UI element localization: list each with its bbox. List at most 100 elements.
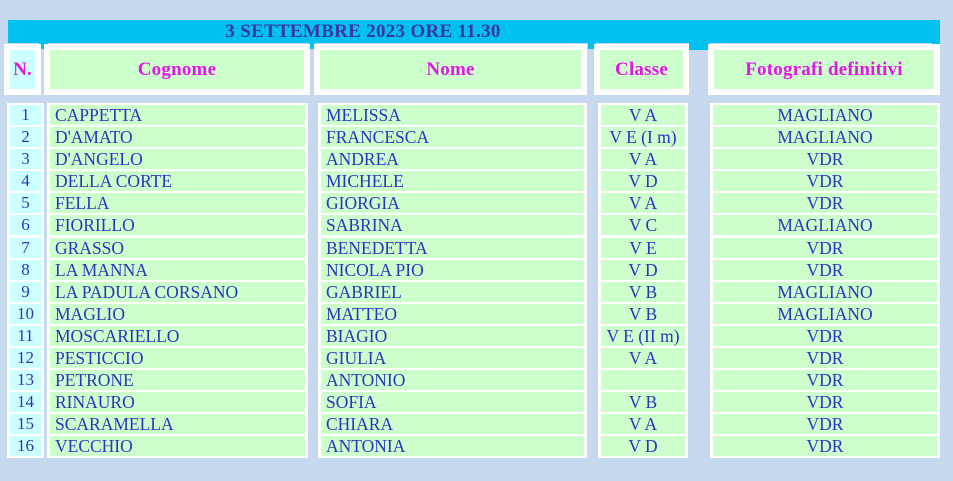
cell-cognome: PETRONE [50, 370, 305, 391]
cell-nome: GIULIA [321, 348, 584, 369]
cell-fotografi: VDR [713, 325, 937, 346]
cell-n: 1 [10, 105, 41, 125]
cell-nome: CHIARA [321, 414, 584, 435]
cell-fotografi: VDR [713, 348, 937, 369]
banner-notch [39, 43, 48, 49]
cell-fotografi: VDR [713, 259, 937, 280]
cell-fotografi: MAGLIANO [713, 281, 937, 302]
cell-classe: V A [601, 149, 685, 170]
cell-fotografi: VDR [713, 149, 937, 170]
cell-nome: ANTONIO [321, 370, 584, 391]
cell-nome: FRANCESCA [321, 127, 584, 148]
header-box-fotografi: Fotografi definitivi [708, 44, 940, 95]
cell-n: 11 [10, 325, 41, 346]
column-n: 1 2 3 4 5 6 7 8 9 10 11 12 13 14 15 16 [7, 103, 44, 459]
cell-cognome: VECCHIO [50, 436, 305, 457]
cell-classe [601, 370, 685, 391]
cell-cognome: MOSCARIELLO [50, 325, 305, 346]
cell-n: 4 [10, 171, 41, 192]
cell-cognome: SCARAMELLA [50, 414, 305, 435]
column-header-fotografi: Fotografi definitivi [714, 50, 934, 89]
cell-cognome: DELLA CORTE [50, 171, 305, 192]
header-box-cognome: Cognome [44, 44, 310, 95]
cell-cognome: GRASSO [50, 237, 305, 258]
cell-nome: MATTEO [321, 303, 584, 324]
cell-fotografi: MAGLIANO [713, 105, 937, 125]
cell-nome: GABRIEL [321, 281, 584, 302]
cell-n: 8 [10, 259, 41, 280]
header-box-classe: Classe [594, 44, 689, 95]
column-header-nome: Nome [320, 50, 581, 89]
column-classe: V A V E (I m) V A V D V A V C V E V D V … [598, 103, 688, 459]
cell-classe: V B [601, 281, 685, 302]
header-box-n: N. [4, 44, 41, 95]
cell-n: 3 [10, 149, 41, 170]
cell-nome: NICOLA PIO [321, 259, 584, 280]
cell-classe: V D [601, 171, 685, 192]
cell-n: 9 [10, 281, 41, 302]
column-header-cognome: Cognome [50, 50, 304, 89]
cell-n: 6 [10, 215, 41, 236]
cell-n: 16 [10, 436, 41, 457]
cell-fotografi: VDR [713, 237, 937, 258]
cell-nome: MICHELE [321, 171, 584, 192]
cell-classe: V D [601, 259, 685, 280]
cell-fotografi: VDR [713, 171, 937, 192]
cell-classe: V A [601, 414, 685, 435]
cell-classe: V E (I m) [601, 127, 685, 148]
cell-n: 15 [10, 414, 41, 435]
cell-fotografi: VDR [713, 392, 937, 413]
cell-cognome: D'ANGELO [50, 149, 305, 170]
cell-cognome: D'AMATO [50, 127, 305, 148]
cell-nome: BIAGIO [321, 325, 584, 346]
cell-fotografi: VDR [713, 370, 937, 391]
column-cognome: CAPPETTA D'AMATO D'ANGELO DELLA CORTE FE… [47, 103, 308, 459]
header-box-nome: Nome [314, 44, 587, 95]
cell-fotografi: VDR [713, 436, 937, 457]
cell-cognome: CAPPETTA [50, 105, 305, 125]
cell-classe: V E (II m) [601, 325, 685, 346]
banner-notch [588, 43, 596, 49]
banner-notch [309, 43, 315, 49]
title-banner: 3 SETTEMBRE 2023 ORE 11.30 [8, 20, 940, 43]
column-nome: MELISSA FRANCESCA ANDREA MICHELE GIORGIA… [318, 103, 587, 459]
cell-n: 5 [10, 193, 41, 214]
cell-fotografi: VDR [713, 193, 937, 214]
cell-classe: V E [601, 237, 685, 258]
cell-fotografi: VDR [713, 414, 937, 435]
column-fotografi: MAGLIANO MAGLIANO VDR VDR VDR MAGLIANO V… [710, 103, 940, 459]
cell-classe: V A [601, 105, 685, 125]
column-header-n: N. [10, 50, 35, 89]
cell-nome: MELISSA [321, 105, 584, 125]
page-title: 3 SETTEMBRE 2023 ORE 11.30 [225, 21, 501, 42]
cell-classe: V B [601, 392, 685, 413]
cell-cognome: RINAURO [50, 392, 305, 413]
cell-n: 12 [10, 348, 41, 369]
cell-classe: V B [601, 303, 685, 324]
cell-nome: BENEDETTA [321, 237, 584, 258]
cell-cognome: MAGLIO [50, 303, 305, 324]
cell-nome: ANTONIA [321, 436, 584, 457]
cell-nome: SOFIA [321, 392, 584, 413]
banner-notch [689, 43, 710, 50]
cell-classe: V D [601, 436, 685, 457]
cell-fotografi: MAGLIANO [713, 303, 937, 324]
cell-cognome: LA MANNA [50, 259, 305, 280]
cell-nome: GIORGIA [321, 193, 584, 214]
cell-n: 13 [10, 370, 41, 391]
cell-cognome: PESTICCIO [50, 348, 305, 369]
cell-cognome: LA PADULA CORSANO [50, 281, 305, 302]
cell-nome: SABRINA [321, 215, 584, 236]
cell-n: 14 [10, 392, 41, 413]
cell-cognome: FELLA [50, 193, 305, 214]
cell-fotografi: MAGLIANO [713, 127, 937, 148]
cell-n: 2 [10, 127, 41, 148]
cell-n: 10 [10, 303, 41, 324]
column-header-classe: Classe [600, 50, 683, 89]
cell-nome: ANDREA [321, 149, 584, 170]
cell-n: 7 [10, 237, 41, 258]
cell-cognome: FIORILLO [50, 215, 305, 236]
cell-fotografi: MAGLIANO [713, 215, 937, 236]
cell-classe: V A [601, 193, 685, 214]
